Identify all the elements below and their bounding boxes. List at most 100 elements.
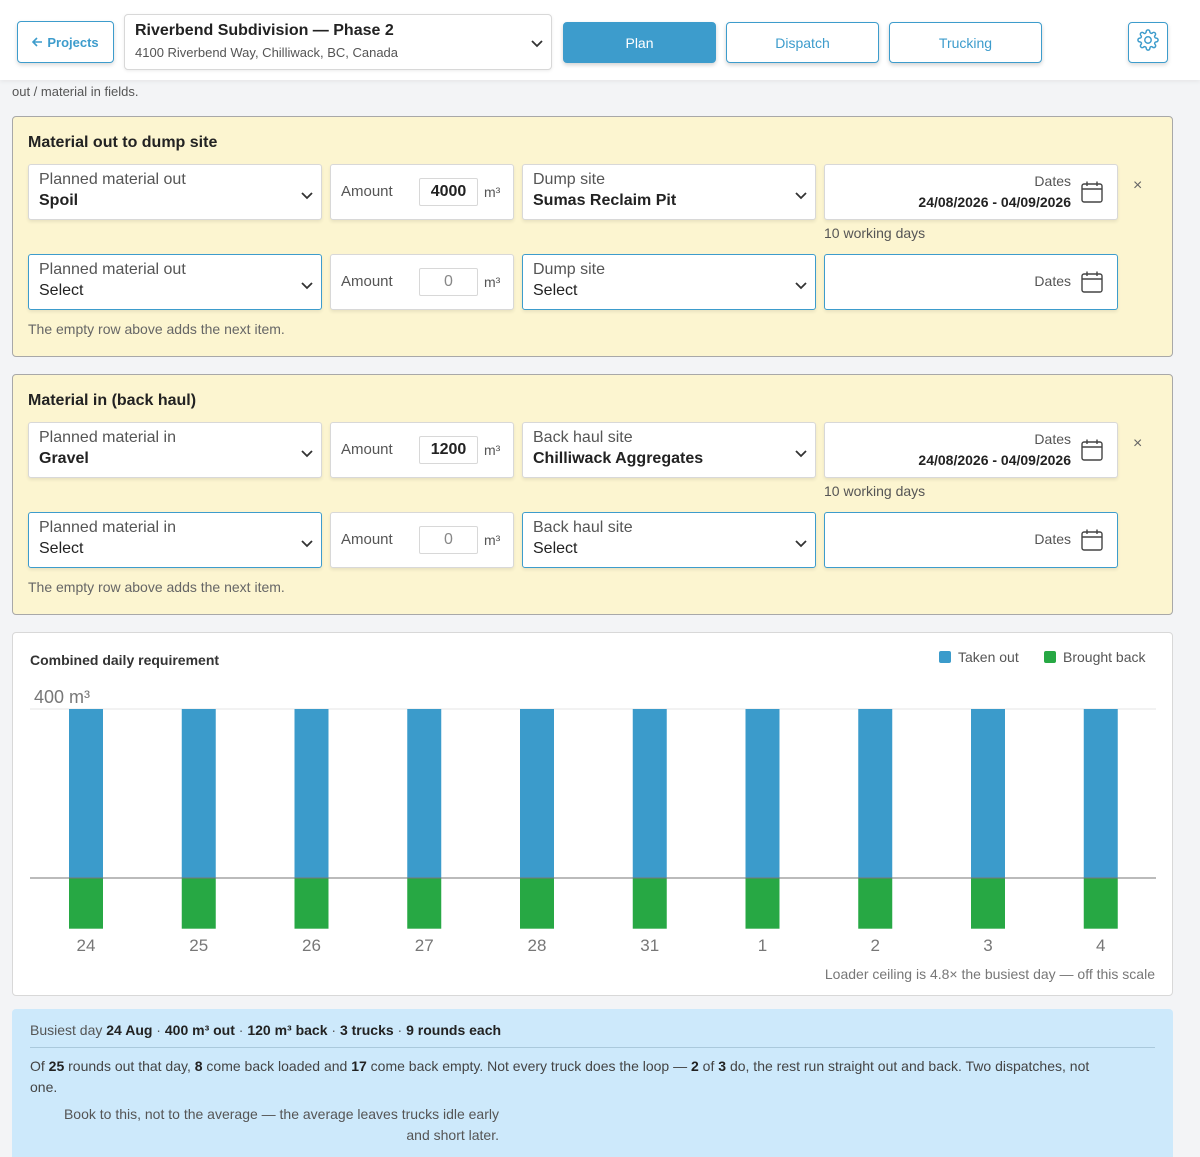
summary-number: 3 [718, 1058, 727, 1074]
x-tick-label: 26 [302, 936, 321, 955]
summary-out: 400 m³ out [164, 1022, 235, 1038]
remove-row-button[interactable]: × [1133, 435, 1143, 452]
calendar-icon [1081, 529, 1103, 556]
chevron-down-icon [301, 535, 313, 553]
legend-brought-back: Brought back [1044, 649, 1146, 665]
amount-input[interactable]: 0 [419, 526, 478, 554]
amount-input[interactable]: 0 [419, 268, 478, 296]
amount-field: Amount 1200 m³ [330, 422, 514, 478]
summary-text: rounds out that day, [64, 1058, 195, 1074]
dump-site-select[interactable]: Dump site Select [522, 254, 816, 310]
field-value: Select [39, 540, 84, 557]
y-tick-label: 400 m³ [34, 687, 91, 707]
x-tick-label: 4 [1096, 936, 1105, 955]
dump-site-select[interactable]: Dump site Sumas Reclaim Pit [522, 164, 816, 220]
loader-ceiling-note: Loader ceiling is 4.8× the busiest day —… [824, 966, 1155, 982]
arrow-left-icon [32, 35, 43, 50]
project-select[interactable]: Riverbend Subdivision — Phase 2 4100 Riv… [124, 14, 552, 70]
field-label: Planned material in [39, 429, 176, 446]
settings-button[interactable] [1128, 22, 1168, 63]
cutoff-help-text: out / material in fields. [12, 84, 139, 99]
dates-picker[interactable]: Dates 24/08/2026 - 04/09/2026 [824, 164, 1118, 220]
tab-dispatch[interactable]: Dispatch [726, 22, 879, 63]
remove-row-button[interactable]: × [1133, 177, 1143, 194]
tab-plan[interactable]: Plan [563, 22, 716, 63]
planned-material-in-select[interactable]: Planned material in Gravel [28, 422, 322, 478]
field-label: Dump site [533, 171, 606, 188]
field-label: Back haul site [533, 429, 633, 446]
bar-taken-out [181, 709, 216, 878]
bar-brought-back [407, 878, 442, 929]
field-value: Sumas Reclaim Pit [533, 192, 677, 209]
bar-taken-out [632, 709, 667, 878]
summary-rounds: 9 rounds each [406, 1022, 502, 1038]
dates-label: Dates [1034, 173, 1071, 189]
summary-text: come back empty. Not every truck does th… [366, 1058, 691, 1074]
dates-picker[interactable]: Dates [824, 512, 1118, 568]
summary-trucks: 3 trucks [339, 1022, 394, 1038]
material-out-title: Material out to dump site [28, 134, 218, 151]
legend-swatch-green [1044, 651, 1056, 663]
dates-label: Dates [1034, 273, 1071, 289]
field-value: Gravel [39, 450, 89, 467]
bar-taken-out [745, 709, 780, 878]
project-name: Riverbend Subdivision — Phase 2 [135, 22, 394, 39]
legend-label: Taken out [958, 649, 1019, 665]
bar-taken-out [69, 709, 103, 878]
tab-trucking[interactable]: Trucking [889, 22, 1042, 63]
summary-divider [30, 1047, 1155, 1048]
amount-input[interactable]: 4000 [419, 178, 478, 206]
planned-material-out-select[interactable]: Planned material out Spoil [28, 164, 322, 220]
dates-label: Dates [1034, 531, 1071, 547]
back-haul-site-select[interactable]: Back haul site Select [522, 512, 816, 568]
working-days: 10 working days [824, 225, 926, 241]
planned-material-out-select[interactable]: Planned material out Select [28, 254, 322, 310]
field-label: Planned material out [39, 261, 186, 278]
material-out-panel: Material out to dump site Planned materi… [12, 116, 1173, 357]
amount-label: Amount [341, 531, 393, 548]
chevron-down-icon [795, 445, 807, 463]
amount-unit: m³ [484, 184, 501, 200]
gear-icon [1137, 29, 1159, 56]
legend-taken-out: Taken out [939, 649, 1019, 665]
planned-material-in-select[interactable]: Planned material in Select [28, 512, 322, 568]
back-label: Projects [47, 34, 99, 50]
amount-field: Amount 0 m³ [330, 254, 514, 310]
calendar-icon [1081, 439, 1103, 466]
field-value: Select [533, 282, 578, 299]
material-in-panel: Material in (back haul) Planned material… [12, 374, 1173, 615]
empty-row-hint: The empty row above adds the next item. [28, 579, 285, 595]
x-tick-label: 25 [189, 936, 208, 955]
calendar-icon [1081, 271, 1103, 298]
chart-plot-area: 24 25 26 27 28 31 1 2 3 4 [30, 708, 1156, 955]
x-tick-label: 2 [871, 936, 880, 955]
bar-brought-back [858, 878, 893, 929]
bar-brought-back [181, 878, 216, 929]
dates-picker[interactable]: Dates 24/08/2026 - 04/09/2026 [824, 422, 1118, 478]
summary-text: do, the rest run straight out and back. … [30, 1058, 1090, 1095]
chevron-down-icon [795, 535, 807, 553]
busiest-day-summary: Busiest day 24 Aug · 400 m³ out · 120 m³… [12, 1009, 1173, 1157]
field-value: Select [533, 540, 578, 557]
x-tick-label: 3 [983, 936, 992, 955]
summary-day: 24 Aug [106, 1022, 153, 1038]
bar-taken-out [520, 709, 554, 878]
legend-swatch-blue [939, 651, 951, 663]
dates-picker[interactable]: Dates [824, 254, 1118, 310]
amount-input[interactable]: 1200 [419, 436, 478, 464]
amount-unit: m³ [484, 442, 501, 458]
back-haul-site-select[interactable]: Back haul site Chilliwack Aggregates [522, 422, 816, 478]
amount-unit: m³ [484, 532, 501, 548]
calendar-icon [1081, 181, 1103, 208]
chevron-down-icon [795, 187, 807, 205]
dates-range: 24/08/2026 - 04/09/2026 [918, 452, 1071, 468]
amount-unit: m³ [484, 274, 501, 290]
field-value: Spoil [39, 192, 79, 209]
back-to-projects-button[interactable]: Projects [17, 21, 114, 63]
summary-sep: · [393, 1022, 407, 1038]
chevron-down-icon [301, 445, 313, 463]
summary-text: come back loaded and [202, 1058, 352, 1074]
chart-title: Combined daily requirement [30, 652, 220, 668]
field-value: Chilliwack Aggregates [533, 450, 704, 467]
bar-brought-back [294, 878, 329, 929]
